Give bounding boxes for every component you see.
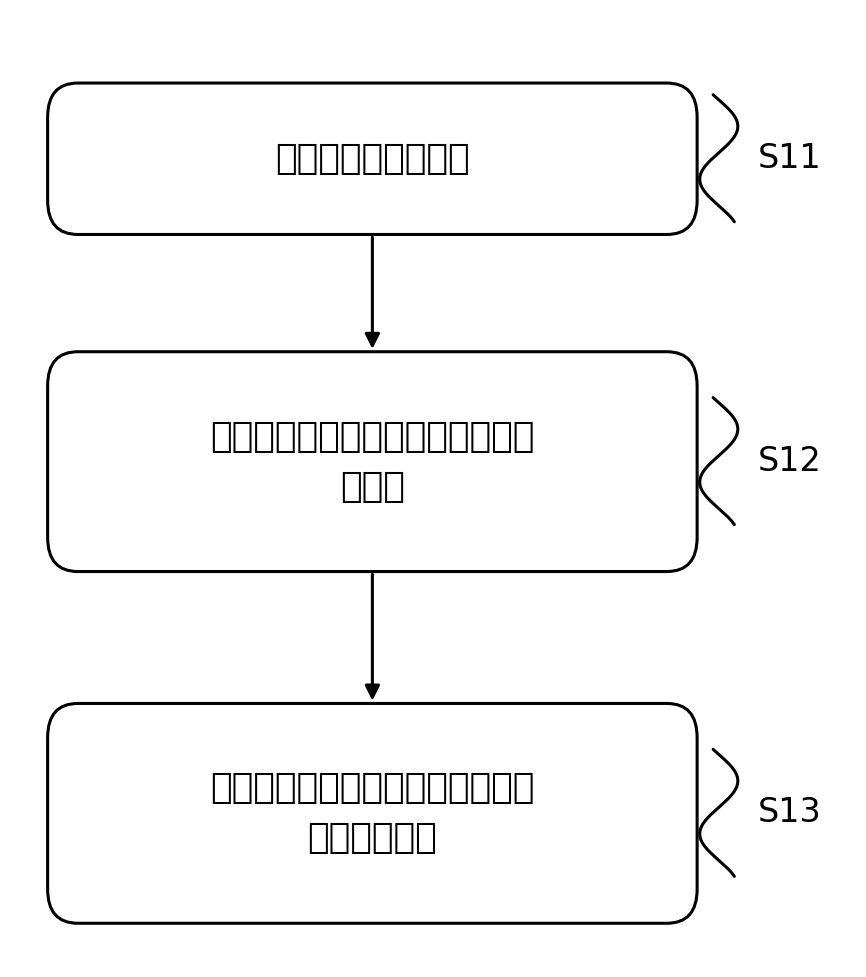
Text: S13: S13 bbox=[758, 796, 822, 829]
FancyBboxPatch shape bbox=[48, 352, 697, 572]
Text: 获取第一待显示信息: 获取第一待显示信息 bbox=[275, 142, 469, 176]
Text: 控制第一待显示信息按照多屏显示
模式进行显示: 控制第一待显示信息按照多屏显示 模式进行显示 bbox=[210, 771, 534, 856]
Text: S12: S12 bbox=[758, 445, 822, 478]
FancyBboxPatch shape bbox=[48, 703, 697, 923]
FancyBboxPatch shape bbox=[48, 83, 697, 234]
Text: 确定第一待显示信息对应的多屏显
示模式: 确定第一待显示信息对应的多屏显 示模式 bbox=[210, 419, 534, 504]
Text: S11: S11 bbox=[758, 142, 822, 175]
